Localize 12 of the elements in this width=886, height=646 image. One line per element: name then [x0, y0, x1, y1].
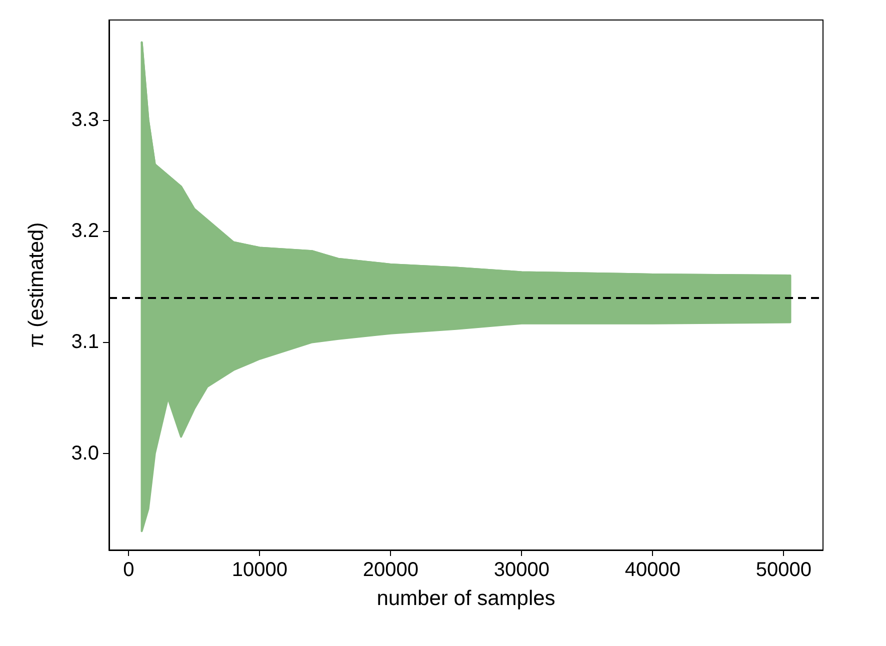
x-tick-label: 40000: [624, 559, 680, 581]
x-tick-label: 50000: [756, 559, 812, 581]
y-axis-title: π (estimated): [25, 222, 48, 348]
x-tick-label: 30000: [494, 559, 550, 581]
y-tick-label: 3.0: [71, 442, 99, 464]
y-tick-label: 3.3: [71, 109, 99, 131]
y-tick-label: 3.2: [71, 220, 99, 242]
x-tick-label: 10000: [232, 559, 288, 581]
x-tick-label: 0: [123, 559, 134, 581]
x-axis-title: number of samples: [376, 587, 556, 610]
y-tick-label: 3.1: [71, 331, 99, 354]
x-tick-label: 20000: [362, 559, 418, 581]
